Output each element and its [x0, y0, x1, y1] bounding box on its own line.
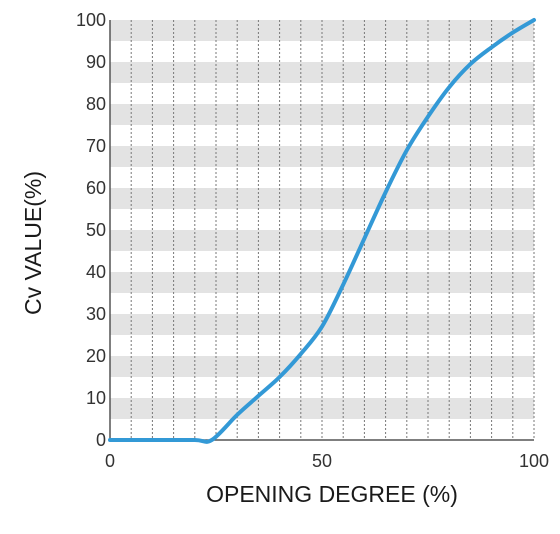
y-tick-label: 20 — [86, 346, 106, 366]
y-tick-label: 0 — [96, 430, 106, 450]
y-tick-label: 80 — [86, 94, 106, 114]
y-tick-label: 30 — [86, 304, 106, 324]
vertical-grid-lines — [130, 20, 535, 440]
x-tick-label: 100 — [519, 451, 549, 471]
y-tick-label: 60 — [86, 178, 106, 198]
horizontal-grid-bands — [110, 20, 534, 419]
x-axis-title: OPENING DEGREE (%) — [206, 481, 458, 507]
cv-curve-line — [108, 18, 536, 444]
series-layer — [108, 18, 536, 444]
y-tick-label: 90 — [86, 52, 106, 72]
x-tick-labels: 0 50 100 — [105, 451, 549, 471]
y-tick-label: 10 — [86, 388, 106, 408]
y-tick-label: 100 — [76, 10, 106, 30]
y-tick-labels: 0 10 20 30 40 50 60 70 80 90 100 — [76, 10, 106, 450]
y-tick-label: 50 — [86, 220, 106, 240]
y-tick-label: 40 — [86, 262, 106, 282]
y-tick-label: 70 — [86, 136, 106, 156]
x-tick-label: 50 — [312, 451, 332, 471]
x-tick-label: 0 — [105, 451, 115, 471]
y-axis-title: Cv VALUE(%) — [20, 171, 46, 315]
